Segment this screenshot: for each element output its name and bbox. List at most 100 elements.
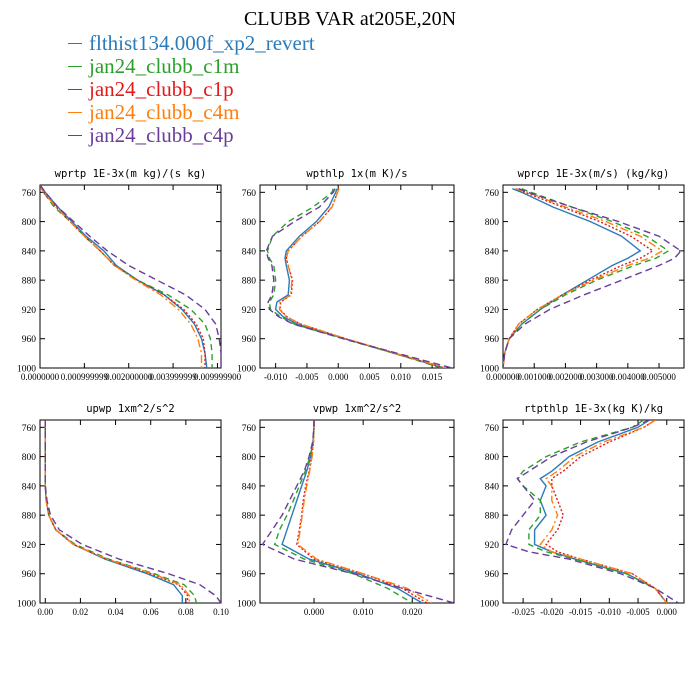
x-tick-label: 0.000	[657, 607, 678, 617]
series-line-0	[44, 420, 184, 603]
y-tick-label: 880	[242, 277, 257, 287]
legend-label: jan24_clubb_c4m	[89, 100, 240, 124]
x-tick-label: 0.04	[108, 607, 124, 617]
plot-frame	[39, 419, 222, 604]
x-tick-label: 0.06	[143, 607, 159, 617]
x-tick-label: 0.009999900	[194, 372, 242, 382]
series-line-3	[44, 420, 191, 603]
legend-label: jan24_clubb_c4p	[89, 123, 234, 147]
y-tick-label: 960	[485, 570, 500, 580]
x-tick-label: -0.020	[540, 607, 564, 617]
panel-upwp: upwp 1xm^2/s^2 760 800 840 880 920 960 10000.00…	[17, 403, 229, 617]
y-tick-label: 920	[242, 541, 257, 551]
x-tick-label: 0.000999999	[61, 372, 109, 382]
legend-swatch	[68, 112, 82, 113]
series-line-1	[516, 420, 668, 603]
y-tick-label: 840	[22, 247, 37, 257]
legend-swatch	[68, 135, 82, 136]
series-line-1	[44, 420, 198, 603]
y-tick-label: 800	[242, 453, 257, 463]
y-tick-label: 880	[22, 277, 37, 287]
y-tick-label: 760	[242, 424, 257, 434]
x-tick-label: 0.02	[73, 607, 89, 617]
y-tick-label: 960	[22, 335, 37, 345]
y-tick-label: 1000	[237, 600, 256, 610]
x-tick-label: 0.015	[422, 372, 443, 382]
series-line-4	[265, 188, 453, 368]
y-tick-label: 880	[485, 277, 500, 287]
x-tick-label: 0.00	[37, 607, 53, 617]
x-tick-label: 0.010	[353, 607, 374, 617]
y-tick-label: 880	[22, 512, 37, 522]
y-tick-label: 840	[242, 247, 257, 257]
plot-frame	[502, 184, 685, 369]
plot-frame	[259, 184, 455, 369]
series-line-0	[503, 188, 642, 368]
series-line-0	[40, 185, 208, 368]
legend-item: jan24_clubb_c1p	[68, 78, 315, 101]
series-line-2	[279, 188, 445, 368]
x-tick-label: 0.005000	[642, 372, 676, 382]
series-line-4	[504, 420, 679, 603]
y-tick-label: 800	[485, 453, 500, 463]
legend-item: jan24_clubb_c4m	[68, 101, 315, 124]
legend-item: jan24_clubb_c1m	[68, 55, 315, 78]
series-line-1	[503, 188, 670, 368]
panel-title: wprcp 1E-3x(m/s) (kg/kg)	[518, 168, 670, 180]
series-line-0	[274, 188, 445, 368]
panel-title: rtpthlp 1E-3x(kg K)/kg	[524, 403, 663, 415]
x-tick-label: 0.002000000	[105, 372, 153, 382]
y-tick-label: 800	[485, 218, 500, 228]
legend: flthist134.000f_xp2_revert jan24_clubb_c…	[68, 32, 315, 147]
y-tick-label: 920	[485, 306, 500, 316]
y-tick-label: 920	[22, 306, 37, 316]
legend-swatch	[68, 89, 82, 90]
x-tick-label: 0.003000	[580, 372, 614, 382]
y-tick-label: 760	[485, 189, 500, 199]
series-line-3	[539, 420, 668, 603]
y-tick-label: 920	[242, 306, 257, 316]
x-tick-label: 0.010	[391, 372, 412, 382]
x-tick-label: 0.003999999	[149, 372, 197, 382]
panel-title: wprtp 1E-3x(m kg)/(s kg)	[55, 168, 207, 180]
panel-title: upwp 1xm^2/s^2	[86, 403, 175, 415]
x-tick-label: -0.005	[626, 607, 650, 617]
figure-title: CLUBB VAR at205E,20N	[243, 8, 457, 30]
y-tick-label: 960	[242, 570, 257, 580]
legend-label: flthist134.000f_xp2_revert	[89, 31, 315, 55]
y-tick-label: 1000	[17, 365, 36, 375]
x-tick-label: 0.0000000	[21, 372, 60, 382]
y-tick-label: 960	[485, 335, 500, 345]
legend-label: jan24_clubb_c1m	[89, 54, 240, 78]
x-tick-label: -0.010	[598, 607, 622, 617]
y-tick-label: 840	[242, 482, 257, 492]
y-tick-label: 760	[485, 424, 500, 434]
series-line-2	[40, 185, 206, 368]
y-tick-label: 760	[22, 424, 37, 434]
series-line-3	[503, 188, 664, 368]
x-tick-label: 0.005	[359, 372, 380, 382]
y-tick-label: 760	[242, 189, 257, 199]
x-tick-label: 0.002000	[549, 372, 583, 382]
y-tick-label: 1000	[237, 365, 256, 375]
panel-title: vpwp 1xm^2/s^2	[313, 403, 402, 415]
y-tick-label: 840	[485, 247, 500, 257]
y-tick-label: 800	[22, 218, 37, 228]
series-line-2	[545, 420, 668, 603]
x-tick-label: 0.020	[402, 607, 423, 617]
x-tick-label: 0.08	[178, 607, 194, 617]
plot-frame	[259, 419, 455, 604]
plot-frame	[502, 419, 685, 604]
panel-wprcp: wprcp 1E-3x(m/s) (kg/kg) 760 800 840 880 920 9…	[480, 168, 685, 382]
series-line-3	[278, 188, 447, 368]
y-tick-label: 920	[22, 541, 37, 551]
series-line-2	[44, 420, 189, 603]
legend-label: jan24_clubb_c1p	[89, 77, 234, 101]
series-line-2	[503, 188, 655, 368]
panel-wpthlp: wpthlp 1x(m K)/s 760 800 840 880 920 960 1000 -0…	[237, 168, 455, 382]
x-tick-label: -0.010	[264, 372, 288, 382]
y-tick-label: 880	[242, 512, 257, 522]
series-line-4	[503, 188, 682, 368]
y-tick-label: 1000	[17, 600, 36, 610]
y-tick-label: 800	[22, 453, 37, 463]
